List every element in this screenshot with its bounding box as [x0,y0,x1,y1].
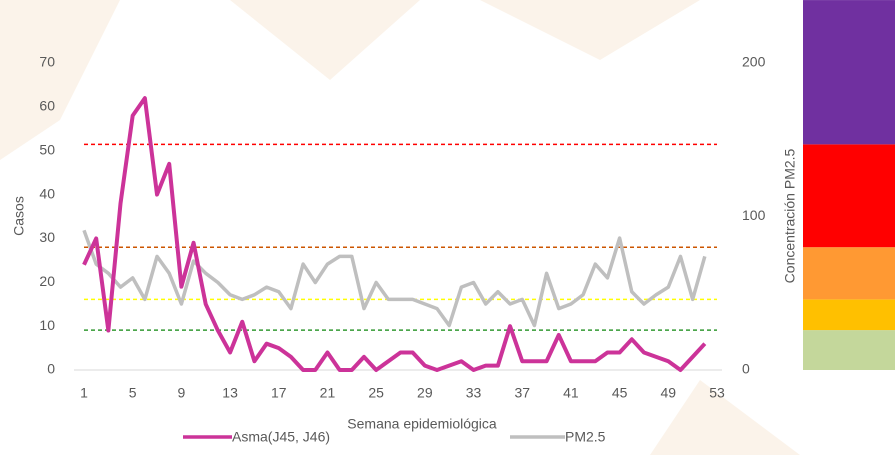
level-band [803,299,895,331]
series-line [82,229,707,328]
x-tick-label: 45 [612,385,628,401]
level-band [803,330,895,370]
y2-axis-title: Concentración PM2.5 [782,148,798,283]
y2-tick-label: 0 [742,361,750,377]
y-tick-label: 20 [39,273,55,289]
level-band [803,247,895,300]
legend-label: PM2.5 [565,429,606,445]
y2-tick-label: 200 [742,54,766,70]
x-tick-label: 9 [177,385,185,401]
y-tick-label: 30 [39,229,55,245]
x-tick-label: 49 [661,385,677,401]
x-tick-label: 25 [368,385,384,401]
x-tick-label: 17 [271,385,287,401]
x-tick-label: 29 [417,385,433,401]
y-tick-label: 40 [39,185,55,201]
x-tick-label: 33 [466,385,482,401]
y-axis-title: Casos [11,196,27,236]
x-tick-label: 53 [709,385,725,401]
watermark [0,0,800,455]
level-band [803,144,895,248]
x-tick-label: 37 [514,385,530,401]
y-tick-label: 10 [39,317,55,333]
x-tick-label: 41 [563,385,579,401]
x-axis-title: Semana epidemiológica [347,416,497,432]
x-tick-label: 5 [129,385,137,401]
y2-tick-label: 100 [742,207,766,223]
series-line [82,96,707,372]
level-band [803,0,895,145]
y-tick-label: 60 [39,98,55,114]
legend-label: Asma(J45, J46) [232,429,330,445]
y-tick-label: 50 [39,141,55,157]
x-tick-label: 1 [80,385,88,401]
x-tick-label: 13 [222,385,238,401]
x-tick-label: 21 [320,385,336,401]
y-tick-label: 70 [39,54,55,70]
y-tick-label: 0 [47,361,55,377]
